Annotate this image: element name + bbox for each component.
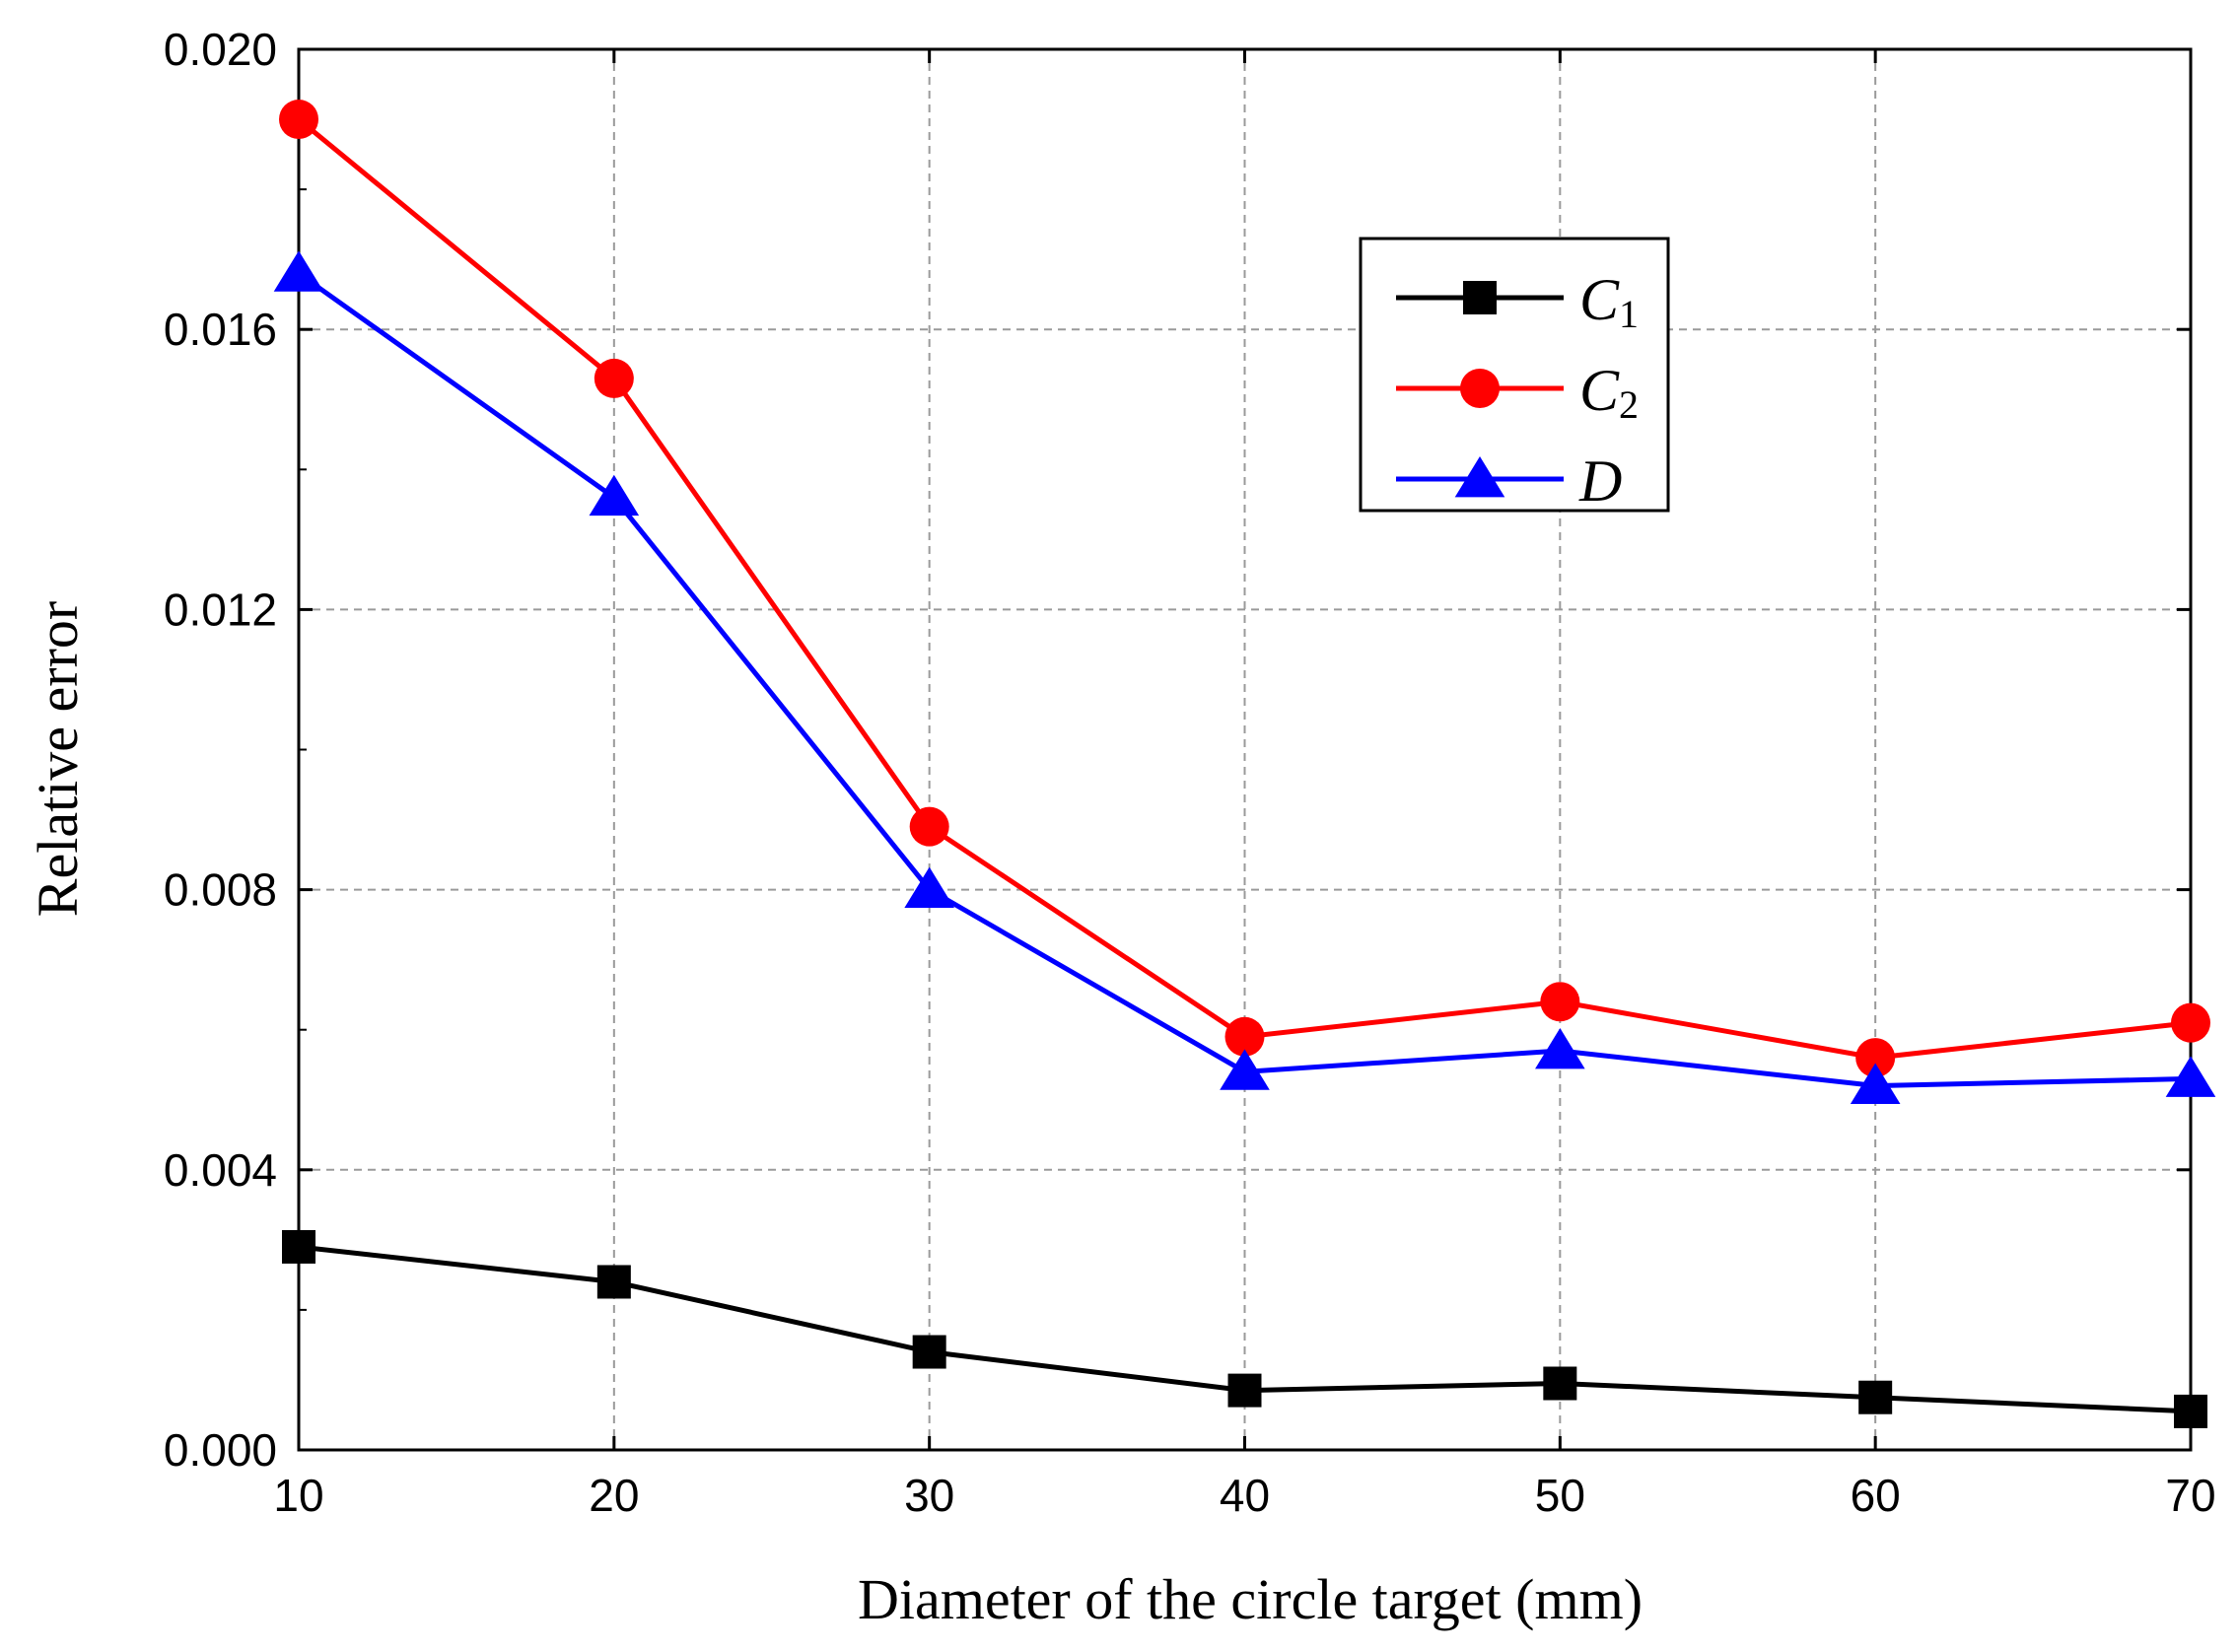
legend-marker — [1454, 456, 1505, 498]
data-point — [282, 1229, 315, 1264]
data-point — [279, 100, 318, 140]
y-tick-label: 0.012 — [164, 584, 277, 635]
data-point — [912, 1335, 946, 1369]
data-point — [909, 806, 949, 847]
data-point — [1535, 1028, 1585, 1069]
x-tick-label: 30 — [904, 1470, 954, 1521]
x-tick-label: 10 — [273, 1470, 323, 1521]
legend-marker — [1463, 281, 1497, 314]
y-tick-label: 0.020 — [164, 24, 277, 75]
data-point — [1543, 1366, 1577, 1401]
y-axis-title: Relative error — [26, 601, 90, 917]
x-axis-title: Diameter of the circle target (mm) — [858, 1567, 1643, 1631]
series-layer — [273, 100, 2216, 1428]
x-tick-label: 40 — [1220, 1470, 1270, 1521]
data-point — [589, 474, 640, 516]
x-tick-label: 60 — [1851, 1470, 1901, 1521]
data-point — [1540, 982, 1580, 1022]
grid-lines — [299, 49, 2191, 1450]
y-tick-label: 0.008 — [164, 864, 277, 916]
axes: 10 20 30 40 50 60 70 0.000 0.004 0.008 0.012 0.016 0… — [164, 24, 2216, 1521]
legend-entry: D — [1396, 448, 1622, 514]
x-tick-label: 20 — [589, 1470, 639, 1521]
data-point — [1224, 1016, 1265, 1057]
legend-label-sub: 2 — [1619, 382, 1639, 427]
data-point — [594, 358, 634, 398]
data-point — [2165, 1056, 2216, 1097]
data-point — [2171, 1002, 2210, 1043]
data-point — [1850, 1063, 1901, 1104]
x-tick-label: 70 — [2165, 1470, 2215, 1521]
data-point — [1858, 1380, 1893, 1414]
legend-box — [1359, 237, 1670, 513]
data-point — [273, 250, 324, 292]
legend-label: D — [1578, 448, 1622, 514]
plot-frame — [297, 47, 2193, 1452]
data-point — [596, 1265, 631, 1299]
data-point — [904, 866, 954, 908]
y-tick-label: 0.004 — [164, 1144, 277, 1196]
y-tick-label: 0.000 — [164, 1424, 277, 1476]
data-point — [2174, 1394, 2207, 1428]
series-C1 — [282, 1229, 2207, 1428]
data-point — [1227, 1373, 1262, 1408]
x-tick-label: 50 — [1535, 1470, 1585, 1521]
series-D — [273, 250, 2216, 1104]
data-point — [1220, 1049, 1270, 1090]
legend-label-sub: 1 — [1619, 292, 1639, 336]
data-point — [1855, 1038, 1896, 1078]
series-C2 — [279, 100, 2210, 1078]
legend-marker — [1460, 369, 1500, 408]
y-tick-label: 0.016 — [164, 304, 277, 355]
